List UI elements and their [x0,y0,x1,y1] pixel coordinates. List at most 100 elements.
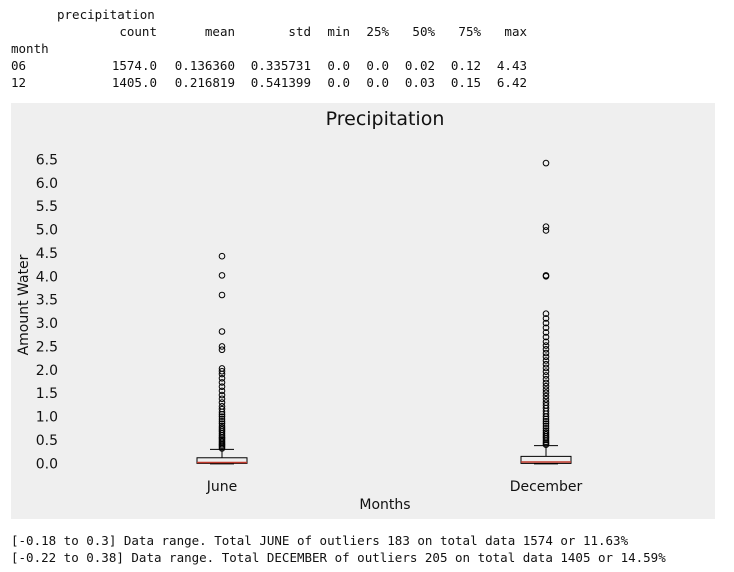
outlier-point [218,272,226,279]
column-header: mean [204,24,235,39]
outlier-point [218,395,226,403]
x-axis-label: Months [359,497,410,513]
table-cell: 0.03 [404,75,435,90]
box-rect [520,455,572,464]
outlier-point [542,360,550,368]
y-tick-label: 6.0 [36,176,58,192]
outlier-point [218,367,226,375]
column-header: count [119,24,157,39]
outlier-point [218,291,226,299]
y-tick-label: 0.5 [36,433,58,449]
box-rect [196,457,248,464]
outlier-point [542,425,550,432]
y-tick-label: 2.0 [36,363,58,379]
outlier-point [542,329,550,336]
outlier-point [542,399,550,406]
boxes [196,159,572,465]
outlier-point [542,389,550,397]
table-cell: 0.541399 [250,75,311,90]
outlier-point [218,343,226,350]
outlier-point [542,417,550,425]
table-cell: 6.42 [496,75,527,90]
table-top-header: precipitation [57,7,155,22]
outlier-point [542,386,550,393]
outlier-point [542,345,550,353]
outlier-point [542,396,550,403]
outlier-point [542,427,550,434]
outlier-point [542,223,550,231]
outlier-point [542,342,550,349]
box-december [520,159,572,465]
y-axis-label: Amount Water [16,254,32,355]
table-cell: 4.43 [496,58,527,73]
x-tick-label: December [510,479,583,495]
outlier-point [218,399,226,406]
column-header: max [504,24,527,39]
outlier-point [542,324,550,332]
outlier-point [542,372,550,379]
outlier-point [218,346,226,354]
y-tick-label: 3.0 [36,316,58,332]
table-cell: 1405.0 [111,75,157,90]
outlier-point [542,159,550,167]
table-cell: 0.136360 [174,58,235,73]
outlier-point [542,357,550,364]
table-cell: 1574.0 [111,58,157,73]
table-cell: 0.216819 [174,75,235,90]
table-cell: 0.335731 [250,58,311,73]
index-name: month [11,41,49,56]
row-label: 06 [11,58,27,73]
table-cell: 0.0 [366,75,389,90]
outlier-point [218,379,226,386]
y-tick-label: 1.0 [36,410,58,426]
outlier-point [542,349,550,357]
outlier-point [218,424,226,432]
table-cell: 0.02 [404,58,435,73]
column-header: 50% [412,24,435,39]
y-tick-label: 0.0 [36,456,58,472]
y-tick-label: 3.5 [36,293,58,309]
outlier-point [542,272,550,279]
outlier-point [218,328,226,335]
table-cell: 0.15 [450,75,481,90]
outlier-point [218,415,226,423]
outlier-point [542,364,550,372]
outlier-point [218,420,226,427]
outlier-point [542,375,550,383]
outlier-point [542,338,550,346]
column-header: std [288,24,311,39]
outlier-point [218,383,226,390]
outlier-point [218,403,226,410]
outlier-point [542,379,550,387]
footer-line-june: [-0.18 to 0.3] Data range. Total JUNE of… [11,533,629,548]
y-tick-label: 1.5 [36,386,58,402]
y-tick-label: 6.5 [36,152,58,168]
column-header: 75% [458,24,481,39]
outlier-point [542,392,550,400]
x-tick-label: June [206,479,238,495]
outlier-point [218,417,226,425]
outlier-point [542,382,550,390]
outlier-point [542,315,550,322]
outlier-point [542,353,550,361]
outlier-point [542,227,550,234]
outlier-point [218,405,226,413]
outlier-point [218,422,226,430]
column-header: 25% [366,24,389,39]
outlier-point [218,252,226,260]
outlier-point [218,391,226,399]
outlier-point [542,310,550,318]
outlier-point [542,368,550,376]
y-tick-label: 5.0 [36,223,58,239]
table-cell: 0.0 [327,75,350,90]
y-tick-label: 5.5 [36,199,58,215]
outlier-point [218,413,226,420]
outlier-point [542,319,550,327]
boxplot-svg: Precipitation Months Amount Water 0.0 0.5… [16,108,583,513]
outlier-point [218,365,226,372]
table-cell: 0.0 [327,58,350,73]
outlier-point [542,333,550,341]
boxplot-chart: Precipitation Months Amount Water 0.0 0.5… [11,103,715,519]
x-tick-labels: June December [206,479,583,495]
outlier-point [218,374,226,382]
